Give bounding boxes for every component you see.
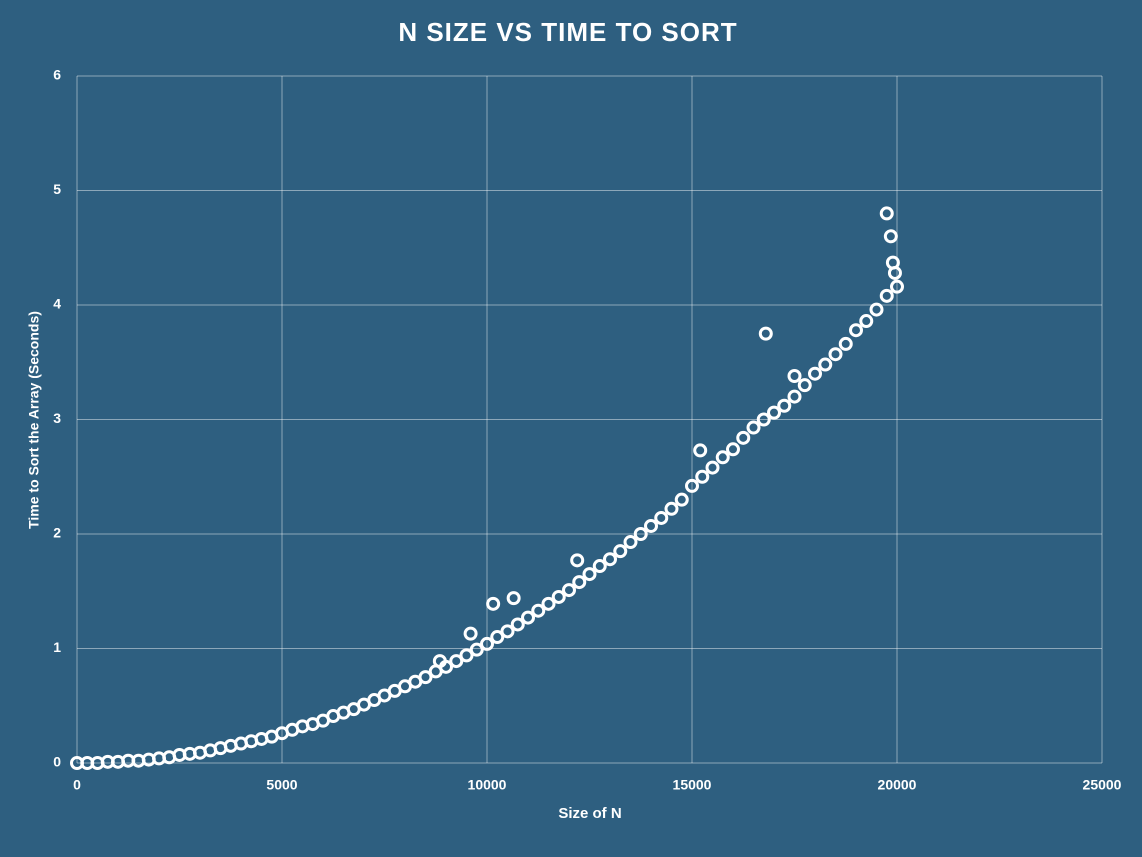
point [859,314,874,329]
point [715,450,730,465]
point [449,654,464,669]
x-tick-label: 25000 [1083,777,1122,793]
point [726,442,740,457]
point [890,279,904,294]
point [490,630,505,645]
point [603,552,617,567]
x-tick-label: 0 [73,777,81,793]
x-tick-label: 10000 [468,777,507,793]
point [736,430,751,445]
point [818,357,833,372]
point [787,389,802,404]
point [838,336,853,351]
x-tick-label: 5000 [266,777,297,793]
point [674,492,689,507]
y-tick-label: 1 [53,639,61,655]
point [582,567,597,582]
point [459,648,474,663]
x-tick-label: 20000 [878,777,917,793]
point [570,553,585,568]
point [693,443,708,458]
point [613,544,628,559]
point [633,527,648,541]
chart-title: N SIZE VS TIME TO SORT [398,17,737,47]
point [869,302,884,317]
point [695,469,710,484]
point [432,654,447,669]
point [521,610,535,625]
x-axis-label: Size of N [558,805,621,822]
point [849,323,863,338]
point [500,624,515,639]
point [828,347,843,362]
point [787,368,802,383]
point [664,501,679,516]
point [506,591,521,606]
point [797,378,812,393]
point [510,617,525,632]
y-tick-label: 5 [53,181,61,197]
x-tick-label: 15000 [673,777,712,793]
y-tick-label: 2 [53,525,61,541]
point [644,518,658,533]
point [531,603,546,618]
y-tick-label: 4 [53,296,61,312]
point [463,626,478,641]
point [418,670,433,685]
point [756,412,771,427]
point [685,478,699,493]
point [883,229,898,244]
y-tick-label: 0 [53,754,61,770]
point [887,265,902,280]
point [469,642,484,657]
point [486,596,501,611]
point [623,535,638,550]
point [480,636,494,651]
y-tick-label: 6 [53,67,61,83]
point [592,559,607,574]
point [746,420,761,435]
y-axis-label: Time to Sort the Array (Seconds) [26,311,42,529]
point [551,589,566,604]
point [572,575,587,590]
point [808,366,822,381]
y-tick-label: 3 [53,410,61,426]
point [767,405,781,420]
point [654,510,669,525]
point [758,326,773,341]
point [879,288,894,303]
point [705,460,720,475]
point [541,596,556,611]
point [777,398,792,413]
point [879,206,894,221]
point [562,583,576,598]
